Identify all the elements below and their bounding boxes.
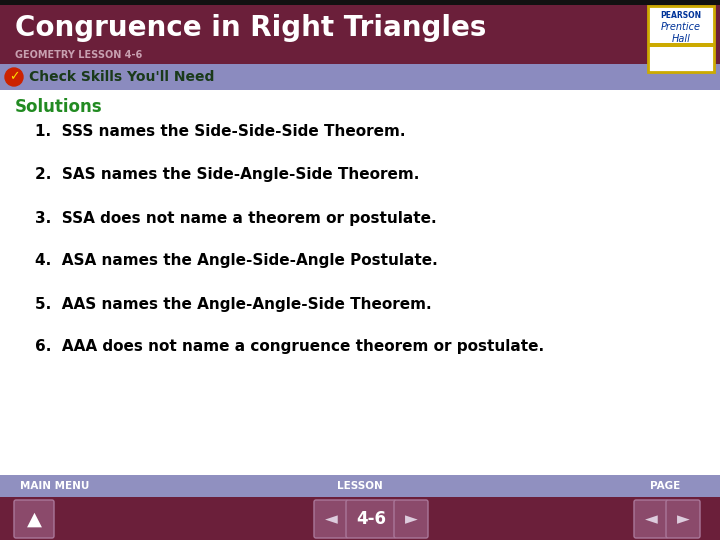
Text: ►: ► bbox=[677, 510, 689, 528]
Text: Hall: Hall bbox=[672, 34, 690, 44]
Text: ▲: ▲ bbox=[27, 510, 42, 529]
FancyBboxPatch shape bbox=[0, 90, 720, 475]
Text: 3.  SSA does not name a theorem or postulate.: 3. SSA does not name a theorem or postul… bbox=[35, 211, 436, 226]
FancyBboxPatch shape bbox=[14, 500, 54, 538]
Text: ◄: ◄ bbox=[644, 510, 657, 528]
FancyBboxPatch shape bbox=[648, 6, 714, 72]
FancyBboxPatch shape bbox=[0, 64, 720, 90]
Text: ►: ► bbox=[405, 510, 418, 528]
Text: ◄: ◄ bbox=[325, 510, 338, 528]
FancyBboxPatch shape bbox=[346, 500, 396, 538]
FancyBboxPatch shape bbox=[0, 475, 720, 497]
Text: 2.  SAS names the Side-Angle-Side Theorem.: 2. SAS names the Side-Angle-Side Theorem… bbox=[35, 167, 419, 183]
Text: LESSON: LESSON bbox=[337, 481, 383, 491]
Text: Check Skills You'll Need: Check Skills You'll Need bbox=[29, 70, 215, 84]
FancyBboxPatch shape bbox=[394, 500, 428, 538]
Circle shape bbox=[5, 68, 23, 86]
Text: 6.  AAA does not name a congruence theorem or postulate.: 6. AAA does not name a congruence theore… bbox=[35, 340, 544, 354]
Text: 1.  SSS names the Side-Side-Side Theorem.: 1. SSS names the Side-Side-Side Theorem. bbox=[35, 125, 405, 139]
FancyBboxPatch shape bbox=[648, 43, 714, 47]
Text: Solutions: Solutions bbox=[15, 98, 103, 116]
Text: 4.  ASA names the Angle-Side-Angle Postulate.: 4. ASA names the Angle-Side-Angle Postul… bbox=[35, 253, 438, 268]
FancyBboxPatch shape bbox=[0, 0, 720, 5]
Text: Congruence in Right Triangles: Congruence in Right Triangles bbox=[15, 14, 487, 42]
FancyBboxPatch shape bbox=[666, 500, 700, 538]
Text: Prentice: Prentice bbox=[661, 22, 701, 32]
Text: ✓: ✓ bbox=[9, 71, 19, 84]
Text: PAGE: PAGE bbox=[650, 481, 680, 491]
Text: MAIN MENU: MAIN MENU bbox=[20, 481, 90, 491]
Text: 5.  AAS names the Angle-Angle-Side Theorem.: 5. AAS names the Angle-Angle-Side Theore… bbox=[35, 296, 431, 312]
Text: GEOMETRY LESSON 4-6: GEOMETRY LESSON 4-6 bbox=[15, 50, 143, 60]
FancyBboxPatch shape bbox=[314, 500, 348, 538]
Text: 4-6: 4-6 bbox=[356, 510, 386, 528]
FancyBboxPatch shape bbox=[0, 5, 720, 75]
Text: PEARSON: PEARSON bbox=[660, 10, 701, 19]
FancyBboxPatch shape bbox=[0, 497, 720, 540]
FancyBboxPatch shape bbox=[634, 500, 668, 538]
